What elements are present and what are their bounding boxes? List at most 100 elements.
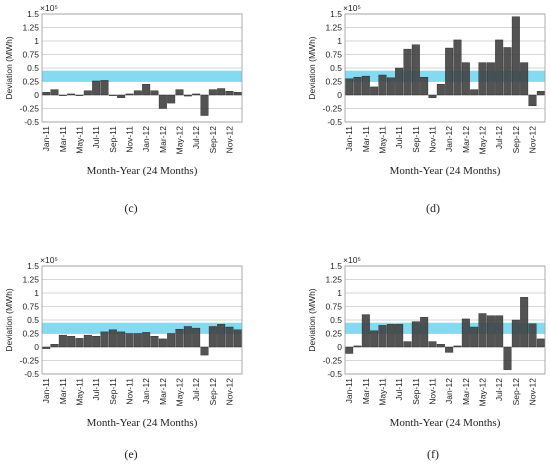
ytick-label-c-3: 0.25	[22, 77, 39, 87]
xtick-label-d-8: May-12	[478, 126, 488, 155]
xtick-label-c-0: Jan-11	[41, 126, 51, 152]
bar-f-Apr-11	[370, 330, 379, 348]
bar-e-Sep-12	[208, 326, 217, 348]
xtick-label-e-10: Sep-12	[208, 378, 218, 406]
xtick-label-e-5: Nov-11	[125, 378, 135, 405]
xtick-label-e-7: Mar-12	[158, 378, 168, 405]
bar-e-May-11	[75, 338, 84, 348]
bar-f-Mar-12	[461, 318, 470, 348]
ytick-label-d-1: -0.25	[323, 104, 343, 114]
bar-d-Jul-12	[495, 39, 504, 96]
xtick-label-c-10: Sep-12	[208, 126, 218, 154]
bar-e-Jan-12	[142, 332, 151, 348]
bar-f-Nov-11	[428, 341, 437, 348]
bar-d-Nov-11	[428, 94, 437, 98]
xtick-label-c-1: Mar-11	[58, 126, 68, 153]
bar-e-Jun-11	[83, 334, 92, 348]
bar-d-Oct-12	[520, 62, 529, 96]
xtick-label-f-2: May-11	[378, 378, 388, 406]
xtick-label-d-11: Nov-12	[528, 126, 538, 154]
bar-e-Aug-11	[100, 331, 109, 348]
panel-caption-d: (d)	[426, 201, 440, 215]
xtick-label-f-6: Jan-12	[444, 378, 454, 404]
xtick-label-e-8: May-12	[175, 378, 185, 407]
bar-e-Dec-12	[233, 329, 242, 348]
x-axis-title-e: Month-Year (24 Months)	[87, 417, 198, 429]
plot-border-e	[41, 265, 243, 375]
xtick-label-c-6: Jan-12	[141, 126, 151, 152]
bar-f-Oct-11	[420, 317, 429, 348]
bar-f-Dec-11	[436, 344, 445, 348]
bar-e-Dec-11	[133, 333, 142, 348]
panel-caption-c: (c)	[124, 201, 137, 215]
xtick-label-e-1: Mar-11	[58, 378, 68, 405]
bar-c-Jan-11	[42, 92, 51, 96]
ytick-label-e-1: -0.25	[20, 356, 40, 366]
ytick-label-d-3: 0.25	[325, 77, 342, 87]
bar-e-Mar-12	[158, 338, 167, 348]
ytick-label-f-2: 0	[337, 342, 342, 352]
bar-d-Apr-12	[470, 89, 479, 96]
x-axis-title-c: Month-Year (24 Months)	[87, 165, 198, 177]
xtick-label-e-11: Nov-12	[225, 378, 235, 406]
xtick-label-d-10: Sep-12	[511, 126, 521, 154]
bar-f-Apr-12	[470, 326, 479, 348]
xtick-label-c-4: Sep-11	[108, 126, 118, 153]
ytick-label-d-4: 0.5	[330, 63, 342, 73]
ytick-label-d-2: 0	[337, 90, 342, 100]
ytick-label-f-0: -0.5	[327, 369, 342, 379]
bar-c-May-11	[75, 94, 84, 96]
plot-border-c	[41, 13, 243, 123]
bar-d-May-11	[378, 74, 387, 96]
bar-e-Oct-11	[117, 331, 126, 348]
xtick-label-c-3: Jul-11	[91, 126, 101, 149]
ytick-label-e-4: 0.5	[27, 315, 39, 325]
ytick-label-f-1: -0.25	[323, 356, 343, 366]
bar-d-Aug-11	[403, 48, 412, 96]
bar-f-Sep-11	[411, 321, 420, 348]
ytick-label-e-0: -0.5	[24, 369, 39, 379]
y-multiplier-c: ×10⁵	[40, 3, 58, 13]
target-band-e	[42, 322, 242, 334]
panel-d: -0.5 -0.25 0 0.25 0.5 0.75 1 1.25 1.5×10⁵ Jan-11 M…	[307, 3, 546, 215]
bar-e-Nov-12	[225, 326, 234, 348]
bar-f-Jan-11	[345, 346, 354, 354]
bar-c-May-12	[175, 89, 184, 96]
ytick-label-f-4: 0.5	[330, 315, 342, 325]
panel-f: -0.5 -0.25 0 0.25 0.5 0.75 1 1.25 1.5×10⁵ Jan-11 M…	[307, 255, 546, 461]
bar-d-Sep-12	[511, 16, 520, 96]
bar-f-May-12	[478, 313, 487, 348]
ytick-label-f-3: 0.25	[325, 329, 342, 339]
bar-f-Jun-12	[486, 315, 495, 348]
bar-c-Apr-11	[67, 93, 76, 96]
panel-c: -0.5 -0.25 0 0.25 0.5 0.75 1 1.25 1.5×10⁵ Jan-11 M…	[4, 3, 243, 215]
xtick-label-e-2: May-11	[75, 378, 85, 406]
bar-c-Mar-11	[58, 94, 67, 96]
bar-d-Jan-12	[445, 47, 454, 96]
bar-c-Jan-12	[142, 83, 151, 96]
xtick-label-d-7: Mar-12	[461, 126, 471, 153]
ytick-label-d-0: -0.5	[327, 117, 342, 127]
bar-f-Feb-12	[453, 345, 462, 348]
bar-e-Mar-11	[58, 334, 67, 348]
plot-border-d	[344, 13, 546, 123]
ytick-label-c-5: 0.75	[22, 50, 39, 60]
y-axis-title-f: Deviation (MWh)	[307, 288, 317, 351]
bar-f-Oct-12	[520, 297, 529, 348]
ytick-label-c-0: -0.5	[24, 117, 39, 127]
target-band-f	[345, 322, 545, 334]
ytick-label-e-5: 0.75	[22, 302, 39, 312]
bar-d-Jan-11	[345, 78, 354, 96]
y-axis-title-c: Deviation (MWh)	[4, 36, 14, 99]
xtick-label-c-2: May-11	[75, 126, 85, 154]
bar-c-Apr-12	[167, 94, 176, 104]
bar-d-Jun-11	[386, 77, 395, 96]
xtick-label-c-11: Nov-12	[225, 126, 235, 154]
bar-d-Mar-12	[461, 62, 470, 96]
bar-c-Sep-12	[208, 89, 217, 96]
xtick-label-c-8: May-12	[175, 126, 185, 155]
x-axis-title-d: Month-Year (24 Months)	[390, 165, 501, 177]
bar-f-Jul-12	[495, 315, 504, 348]
bar-c-Aug-11	[100, 80, 109, 96]
bar-c-Sep-11	[108, 94, 117, 96]
